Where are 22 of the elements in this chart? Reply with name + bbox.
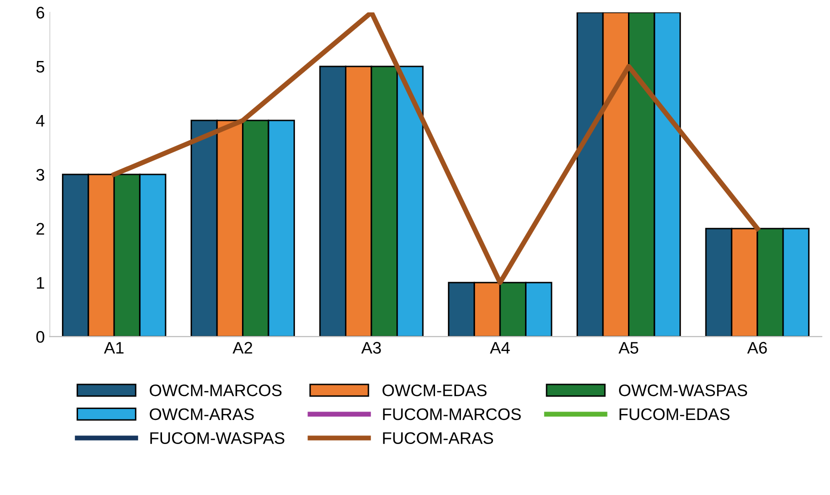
y-tick-label: 2 <box>36 222 44 235</box>
x-tick-label: A3 <box>361 342 381 354</box>
legend-label: OWCM-EDAS <box>382 384 487 396</box>
y-tick-label: 3 <box>36 168 44 181</box>
legend-label: OWCM-MARCOS <box>150 384 282 396</box>
legend-label: FUCOM-MARCOS <box>383 408 521 420</box>
line-series <box>112 12 760 285</box>
x-tick-label: A1 <box>104 342 124 354</box>
x-tick-label: A5 <box>618 342 638 354</box>
legend-label: FUCOM-EDAS <box>620 408 730 420</box>
y-tick-label: 4 <box>36 115 44 126</box>
y-tick-label: 6 <box>36 6 44 19</box>
x-tick-label: A4 <box>490 342 510 354</box>
legend-label: FUCOM-ARAS <box>383 432 494 444</box>
y-tick-label: 1 <box>36 277 44 289</box>
x-tick-label: A2 <box>232 342 252 354</box>
y-tick-label: 5 <box>36 60 44 73</box>
x-tick-label: A6 <box>747 342 767 354</box>
legend-label: FUCOM-WASPAS <box>150 432 284 444</box>
legend-label: OWCM-WASPAS <box>619 384 748 396</box>
y-tick-label: 0 <box>36 331 44 343</box>
legend-label: OWCM-ARAS <box>150 408 254 420</box>
